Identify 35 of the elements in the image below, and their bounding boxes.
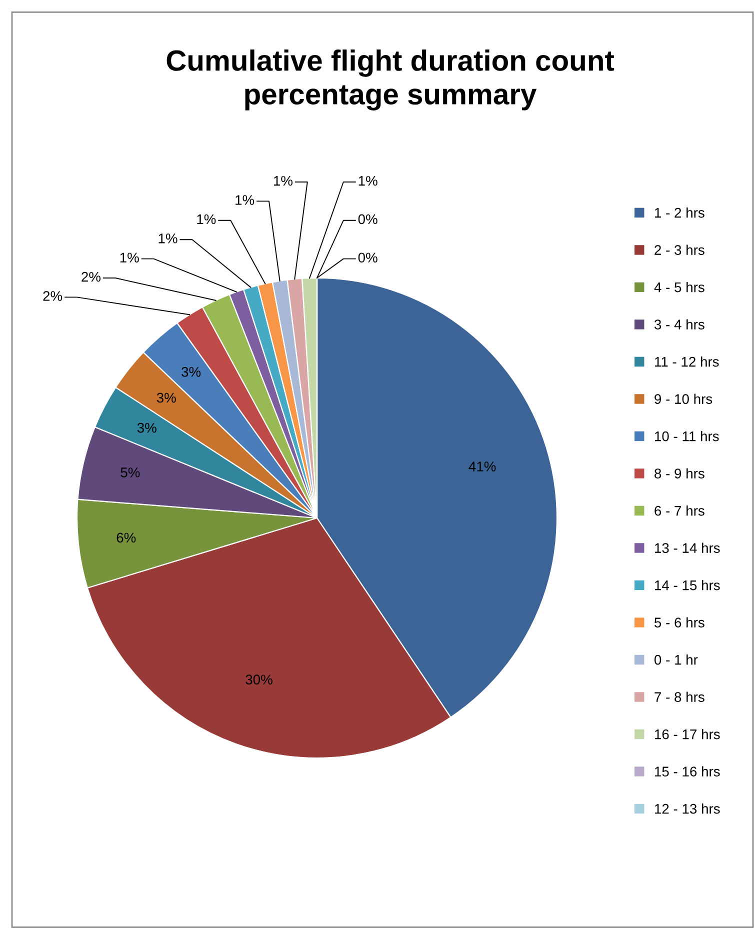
chart-title: Cumulative flight duration count percentage summary: [166, 50, 614, 110]
data-label: 3%: [137, 422, 156, 433]
data-label: 1%: [358, 176, 378, 186]
legend-label: 7 - 8 hrs: [654, 692, 704, 702]
legend-label: 5 - 6 hrs: [654, 617, 704, 628]
legend-label: 2 - 3 hrs: [654, 244, 704, 255]
legend-label: 13 - 14 hrs: [655, 542, 720, 553]
legend-label: 0 - 1 hr: [654, 654, 698, 665]
legend-label: 4 - 5 hrs: [654, 282, 704, 292]
legend-label: 10 - 11 hrs: [655, 431, 719, 442]
data-label: 41%: [468, 462, 496, 472]
text: 0%: [358, 214, 378, 224]
legend-label: 15 - 16 hrs: [655, 766, 720, 776]
legend-label: 1 - 2 hrs: [655, 208, 704, 218]
legend-label: 16 - 17 hrs: [655, 729, 720, 740]
data-label: 3%: [156, 392, 176, 403]
legend-label: 3 - 4 hrs: [654, 319, 704, 330]
data-label: 2%: [82, 272, 101, 282]
data-label: 1%: [274, 176, 293, 186]
data-label: 5%: [120, 468, 140, 478]
legend-label: 6 - 7 hrs: [654, 506, 704, 516]
legend-label: 9 - 10 hrs: [654, 394, 712, 404]
legend-label: 8 - 9 hrs: [654, 468, 704, 478]
data-label: 3%: [182, 366, 201, 377]
legend-label: 14 - 15 hrs: [655, 580, 720, 590]
data-label: 1%: [158, 234, 178, 244]
data-label: 1%: [236, 195, 254, 205]
legend-label: 12 - 13 hrs: [655, 804, 720, 814]
legend-label: 11 - 12 hrs: [655, 356, 719, 367]
data-label: 1%: [197, 214, 216, 224]
text: 0%: [358, 252, 378, 263]
data-label: 30%: [246, 674, 272, 685]
data-label: 2%: [43, 291, 62, 301]
data-label: 6%: [116, 532, 136, 543]
data-label: 1%: [120, 252, 139, 262]
